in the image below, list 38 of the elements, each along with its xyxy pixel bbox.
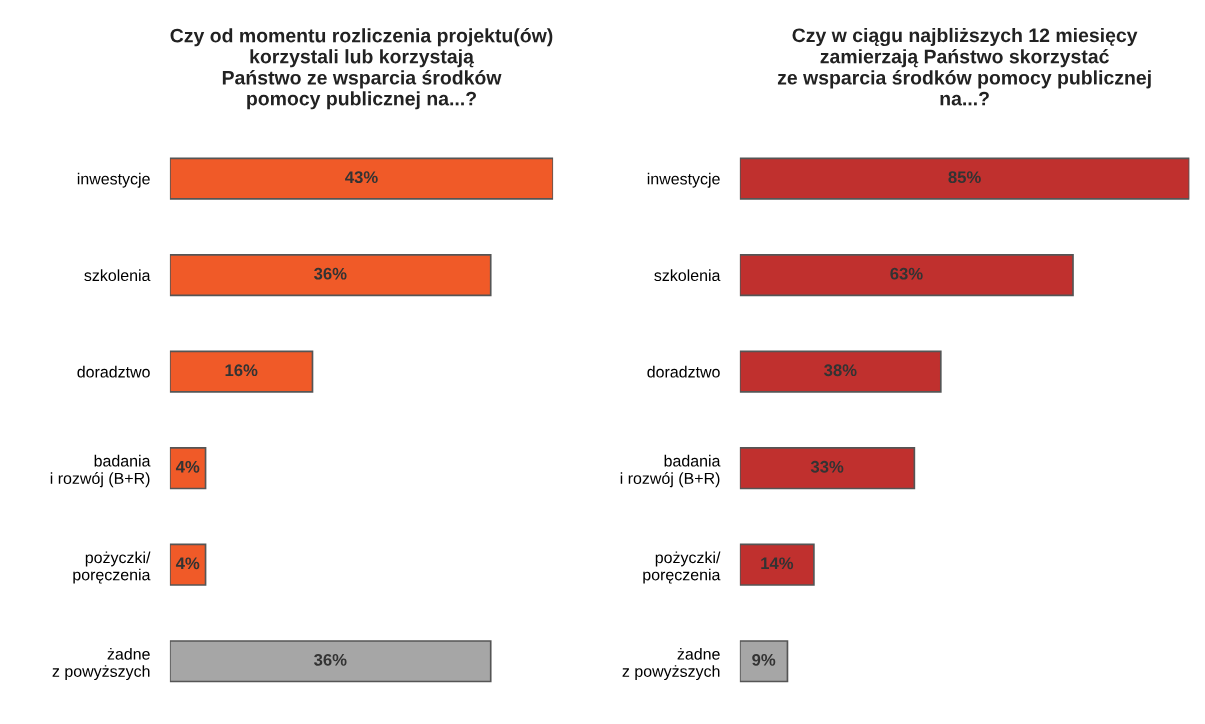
- bar: [739, 350, 942, 393]
- data-label: 36%: [314, 653, 347, 666]
- y-tick-label: żadne z powyższych: [52, 648, 150, 681]
- bar: [169, 543, 207, 586]
- y-tick-label: inwestycje: [647, 172, 720, 188]
- y-tick-label: pożyczki/ poręczenia: [73, 551, 151, 584]
- bar: [739, 254, 1074, 297]
- y-tick-label: badania i rozwój (B+R): [50, 454, 151, 488]
- data-label: 4%: [175, 460, 200, 473]
- bar: [739, 157, 1190, 200]
- y-tick-label: szkolenia: [84, 269, 151, 282]
- chart-title: Czy w ciągu najbliższych 12 miesięcy zamierzają Państwo skorzystać ze wsparcia środków pomocy publicznej na...?: [777, 27, 1151, 106]
- data-label: 36%: [314, 267, 347, 280]
- data-label: 4%: [175, 557, 200, 570]
- data-label: 43%: [345, 171, 378, 184]
- y-tick-label: doradztwo: [647, 365, 720, 378]
- y-tick-label: pożyczki/ poręczenia: [643, 551, 721, 584]
- bar: [739, 543, 815, 586]
- data-label: 63%: [890, 267, 923, 280]
- bar: [169, 254, 492, 297]
- bar: [739, 447, 916, 490]
- data-label: 33%: [810, 460, 844, 473]
- y-tick-label: badania i rozwój (B+R): [620, 454, 721, 488]
- bar: [169, 447, 207, 490]
- data-label: 85%: [948, 171, 981, 184]
- bar: [739, 640, 789, 683]
- bar: [169, 157, 554, 200]
- data-label: 9%: [752, 653, 776, 666]
- y-tick-label: doradztwo: [77, 365, 150, 378]
- chart-title: Czy od momentu rozliczenia projektu(ów) korzystali lub korzystają Państwo ze wsparcia środków pomocy publicznej na...?: [170, 28, 553, 110]
- bar: [169, 350, 314, 393]
- data-label: 38%: [824, 364, 857, 377]
- data-label: 16%: [225, 364, 258, 377]
- y-tick-label: inwestycje: [77, 172, 150, 188]
- bar: [169, 640, 492, 683]
- data-label: 14%: [761, 557, 794, 570]
- y-tick-label: żadne z powyższych: [622, 648, 720, 681]
- y-tick-label: szkolenia: [654, 269, 721, 282]
